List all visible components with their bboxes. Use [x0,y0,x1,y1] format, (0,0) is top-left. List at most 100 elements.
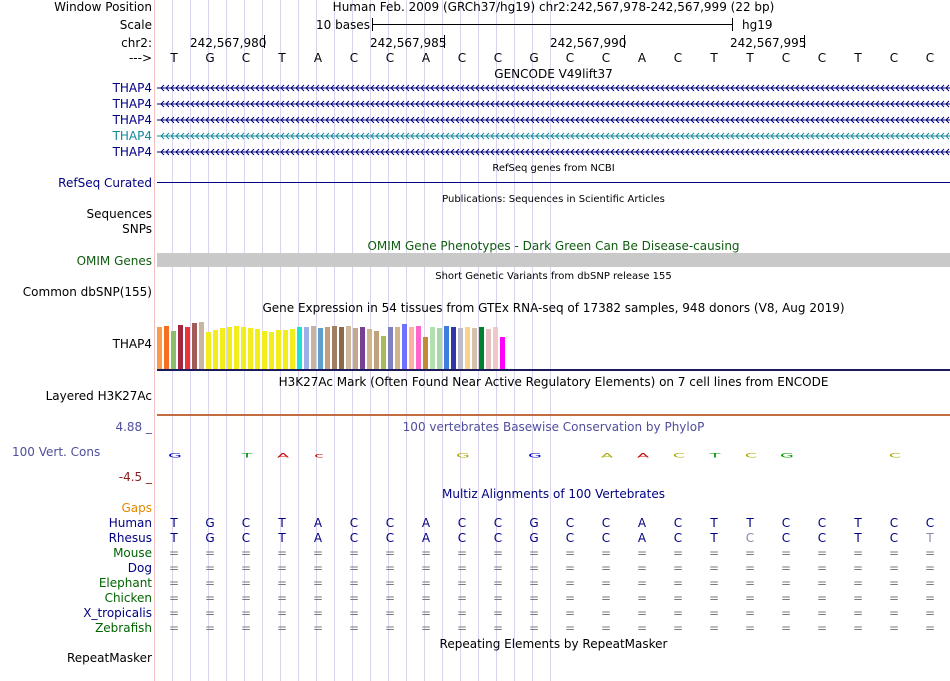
gtex-tissue-bar[interactable] [311,326,316,369]
dbsnp-label[interactable]: Common dbSNP(155) [22,285,152,299]
strand-chevron [695,148,700,156]
h3k27ac-signal-line[interactable] [157,414,950,416]
gtex-tissue-bar[interactable] [255,329,260,369]
h3k27ac-label[interactable]: Layered H3K27Ac [45,389,152,403]
publications-sequences-label[interactable]: Sequences [86,207,152,221]
refseq-line[interactable] [157,182,950,183]
species-label[interactable]: Chicken [104,591,152,605]
strand-chevron [245,116,250,124]
gtex-tissue-bar[interactable] [234,326,239,369]
species-label[interactable]: Mouse [113,546,152,560]
refseq-label[interactable]: RefSeq Curated [58,176,152,190]
gencode-transcript-feature[interactable] [157,82,950,94]
gaps-label[interactable]: Gaps [121,501,152,515]
gtex-tissue-bar[interactable] [241,327,246,369]
repeatmasker-label[interactable]: RepeatMasker [66,651,152,665]
gtex-tissue-bar[interactable] [171,331,176,369]
species-label[interactable]: Dog [127,561,152,575]
strand-chevron [780,100,785,108]
publications-snps-label[interactable]: SNPs [122,222,152,236]
gtex-tissue-bar[interactable] [402,324,407,369]
gencode-transcript-label[interactable]: THAP4 [112,81,152,95]
gtex-tissue-bar[interactable] [374,331,379,369]
strand-chevron [840,100,845,108]
conservation-label[interactable]: 100 Vert. Cons [12,445,101,459]
gtex-tissue-bar[interactable] [220,328,225,369]
gtex-tissue-bar[interactable] [199,322,204,369]
gtex-bar-chart[interactable] [157,316,950,369]
gtex-tissue-bar[interactable] [367,329,372,369]
gtex-tissue-bar[interactable] [304,327,309,369]
gtex-tissue-bar[interactable] [290,329,295,369]
gtex-tissue-bar[interactable] [493,327,498,369]
gtex-tissue-bar[interactable] [192,323,197,369]
gtex-tissue-bar[interactable] [297,327,302,369]
strand-chevron [405,132,410,140]
tick-mark-1 [264,35,265,48]
alignment-base: = [204,546,216,560]
species-label[interactable]: Zebrafish [95,621,152,635]
strand-chevron [930,132,935,140]
species-label[interactable]: X_tropicalis [83,606,152,620]
gencode-transcript-feature[interactable] [157,146,950,158]
gencode-transcript-label[interactable]: THAP4 [112,97,152,111]
omim-feature-bar[interactable] [157,253,950,267]
gtex-tissue-bar[interactable] [227,327,232,369]
gtex-tissue-bar[interactable] [269,332,274,369]
strand-chevron [660,116,665,124]
gtex-tissue-bar[interactable] [430,327,435,369]
gencode-transcript-feature[interactable] [157,114,950,126]
gtex-tissue-bar[interactable] [346,326,351,369]
gtex-tissue-bar[interactable] [451,327,456,369]
gtex-tissue-bar[interactable] [157,327,162,369]
gtex-tissue-bar[interactable] [437,328,442,369]
strand-chevron [910,132,915,140]
gtex-tissue-bar[interactable] [262,331,267,369]
strand-chevron [390,100,395,108]
omim-label[interactable]: OMIM Genes [76,254,152,268]
gtex-tissue-bar[interactable] [164,326,169,369]
gtex-tissue-bar[interactable] [444,326,449,369]
alignment-base: C [601,531,611,545]
gtex-tissue-bar[interactable] [332,326,337,369]
alignment-base: C [781,531,791,545]
gtex-tissue-bar[interactable] [409,327,414,369]
alignment-base: = [708,546,720,560]
gtex-tissue-bar[interactable] [381,336,386,369]
gtex-tissue-bar[interactable] [185,327,190,369]
gencode-transcript-label[interactable]: THAP4 [112,145,152,159]
gtex-tissue-bar[interactable] [479,327,484,369]
gtex-tissue-bar[interactable] [458,328,463,369]
gtex-tissue-bar[interactable] [388,327,393,369]
gtex-tissue-bar[interactable] [276,330,281,369]
species-label[interactable]: Elephant [98,576,152,590]
gtex-tissue-bar[interactable] [360,327,365,369]
gtex-tissue-bar[interactable] [283,330,288,369]
gtex-tissue-bar[interactable] [248,328,253,369]
gtex-tissue-bar[interactable] [325,327,330,369]
gtex-tissue-bar[interactable] [178,325,183,369]
gtex-tissue-bar[interactable] [206,332,211,369]
strand-chevron [410,100,415,108]
gtex-tissue-bar[interactable] [465,327,470,369]
gtex-tissue-bar[interactable] [213,330,218,369]
strand-chevron [835,148,840,156]
gtex-tissue-bar[interactable] [423,337,428,369]
gencode-transcript-feature[interactable] [157,130,950,142]
gtex-tissue-bar[interactable] [353,328,358,369]
strand-chevron [200,148,205,156]
gtex-tissue-bar[interactable] [472,328,477,369]
gencode-transcript-label[interactable]: THAP4 [112,113,152,127]
gtex-tissue-bar[interactable] [395,327,400,369]
gtex-tissue-bar[interactable] [486,329,491,369]
gtex-tissue-bar[interactable] [318,328,323,369]
species-label[interactable]: Rhesus [108,531,152,545]
gtex-tissue-bar[interactable] [416,326,421,369]
gtex-tissue-bar[interactable] [339,327,344,369]
gtex-tissue-bar[interactable] [500,337,505,369]
gtex-label[interactable]: THAP4 [112,337,152,351]
strand-chevron [295,116,300,124]
gencode-transcript-feature[interactable] [157,98,950,110]
species-label[interactable]: Human [108,516,152,530]
gencode-transcript-label[interactable]: THAP4 [112,129,152,143]
